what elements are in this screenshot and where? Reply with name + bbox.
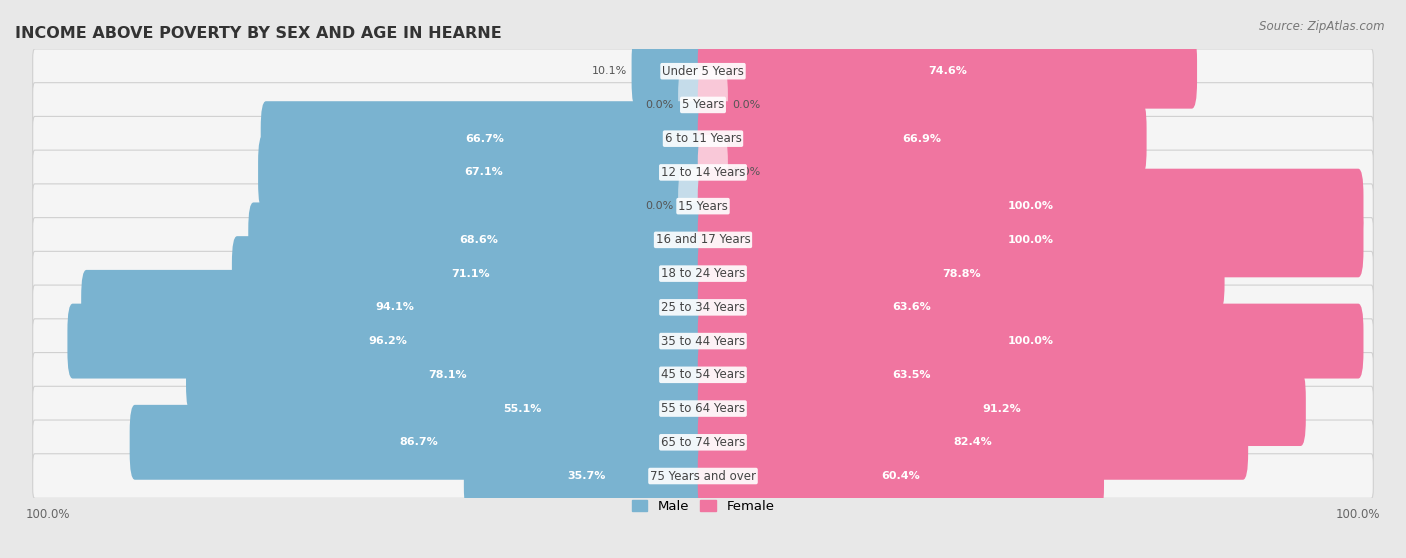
Text: Source: ZipAtlas.com: Source: ZipAtlas.com [1260, 20, 1385, 32]
FancyBboxPatch shape [32, 251, 1374, 296]
FancyBboxPatch shape [697, 371, 1306, 446]
Text: 100.0%: 100.0% [1008, 235, 1053, 245]
FancyBboxPatch shape [249, 203, 709, 277]
FancyBboxPatch shape [697, 101, 1147, 176]
Text: 35 to 44 Years: 35 to 44 Years [661, 335, 745, 348]
Text: 16 and 17 Years: 16 and 17 Years [655, 233, 751, 247]
Text: 100.0%: 100.0% [1008, 201, 1053, 211]
Text: Under 5 Years: Under 5 Years [662, 65, 744, 78]
FancyBboxPatch shape [697, 135, 728, 210]
Text: 94.1%: 94.1% [375, 302, 415, 312]
FancyBboxPatch shape [697, 68, 728, 142]
Text: 45 to 54 Years: 45 to 54 Years [661, 368, 745, 381]
Text: 55 to 64 Years: 55 to 64 Years [661, 402, 745, 415]
Text: INCOME ABOVE POVERTY BY SEX AND AGE IN HEARNE: INCOME ABOVE POVERTY BY SEX AND AGE IN H… [15, 26, 502, 41]
FancyBboxPatch shape [678, 68, 709, 142]
FancyBboxPatch shape [67, 304, 709, 378]
FancyBboxPatch shape [631, 33, 709, 109]
FancyBboxPatch shape [186, 338, 709, 412]
FancyBboxPatch shape [697, 304, 1364, 378]
Text: 96.2%: 96.2% [368, 336, 408, 346]
Text: 0.0%: 0.0% [733, 100, 761, 110]
Text: 91.2%: 91.2% [983, 403, 1021, 413]
Text: 15 Years: 15 Years [678, 200, 728, 213]
Text: 65 to 74 Years: 65 to 74 Years [661, 436, 745, 449]
FancyBboxPatch shape [32, 184, 1374, 228]
FancyBboxPatch shape [32, 49, 1374, 94]
Text: 86.7%: 86.7% [399, 437, 439, 448]
Text: 78.8%: 78.8% [942, 268, 980, 278]
Text: 63.5%: 63.5% [891, 370, 931, 380]
Text: 68.6%: 68.6% [458, 235, 498, 245]
FancyBboxPatch shape [32, 117, 1374, 161]
Text: 63.6%: 63.6% [891, 302, 931, 312]
Text: 66.9%: 66.9% [903, 134, 942, 143]
FancyBboxPatch shape [32, 386, 1374, 431]
Text: 60.4%: 60.4% [882, 471, 921, 481]
Text: 6 to 11 Years: 6 to 11 Years [665, 132, 741, 145]
FancyBboxPatch shape [32, 353, 1374, 397]
FancyBboxPatch shape [259, 135, 709, 210]
Text: 71.1%: 71.1% [451, 268, 489, 278]
Text: 67.1%: 67.1% [464, 167, 502, 177]
FancyBboxPatch shape [464, 439, 709, 513]
FancyBboxPatch shape [697, 203, 1364, 277]
FancyBboxPatch shape [32, 285, 1374, 330]
Text: 0.0%: 0.0% [733, 167, 761, 177]
Text: 12 to 14 Years: 12 to 14 Years [661, 166, 745, 179]
FancyBboxPatch shape [336, 371, 709, 446]
Text: 10.1%: 10.1% [592, 66, 627, 76]
Text: 5 Years: 5 Years [682, 98, 724, 112]
FancyBboxPatch shape [32, 83, 1374, 127]
Text: 55.1%: 55.1% [503, 403, 541, 413]
Text: 35.7%: 35.7% [567, 471, 605, 481]
Text: 78.1%: 78.1% [427, 370, 467, 380]
FancyBboxPatch shape [32, 420, 1374, 465]
Text: 18 to 24 Years: 18 to 24 Years [661, 267, 745, 280]
Text: 0.0%: 0.0% [645, 201, 673, 211]
Text: 75 Years and over: 75 Years and over [650, 469, 756, 483]
FancyBboxPatch shape [678, 169, 709, 244]
Text: 25 to 34 Years: 25 to 34 Years [661, 301, 745, 314]
FancyBboxPatch shape [32, 319, 1374, 363]
FancyBboxPatch shape [260, 101, 709, 176]
Legend: Male, Female: Male, Female [626, 495, 780, 518]
FancyBboxPatch shape [82, 270, 709, 345]
FancyBboxPatch shape [697, 33, 1197, 109]
FancyBboxPatch shape [697, 338, 1125, 412]
FancyBboxPatch shape [32, 150, 1374, 195]
FancyBboxPatch shape [697, 169, 1364, 244]
Text: 74.6%: 74.6% [928, 66, 967, 76]
FancyBboxPatch shape [32, 218, 1374, 262]
FancyBboxPatch shape [232, 236, 709, 311]
FancyBboxPatch shape [32, 454, 1374, 498]
FancyBboxPatch shape [697, 236, 1225, 311]
FancyBboxPatch shape [697, 439, 1104, 513]
Text: 82.4%: 82.4% [953, 437, 993, 448]
Text: 100.0%: 100.0% [1008, 336, 1053, 346]
Text: 0.0%: 0.0% [645, 100, 673, 110]
FancyBboxPatch shape [697, 270, 1125, 345]
Text: 66.7%: 66.7% [465, 134, 503, 143]
FancyBboxPatch shape [129, 405, 709, 480]
FancyBboxPatch shape [697, 405, 1249, 480]
